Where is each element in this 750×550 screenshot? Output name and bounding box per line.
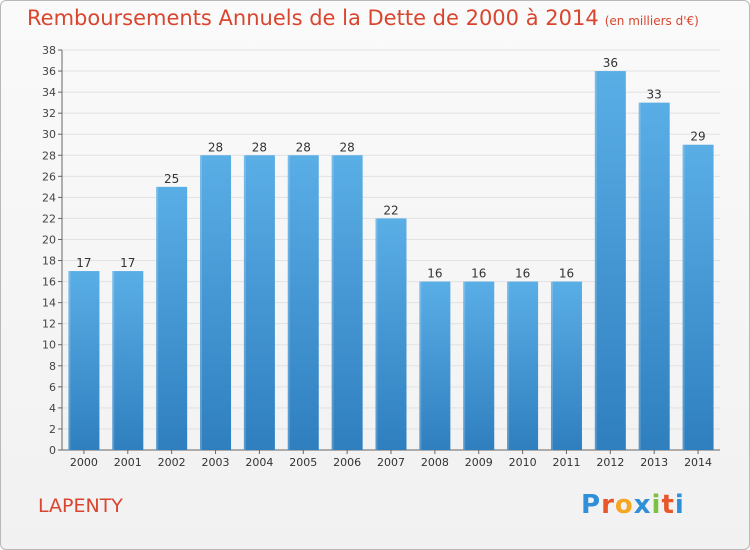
bar-value-label: 16 xyxy=(515,267,530,281)
x-tick-label: 2009 xyxy=(465,456,493,469)
bar-value-label: 28 xyxy=(296,140,311,154)
bar xyxy=(156,186,188,450)
y-tick-label: 14 xyxy=(42,297,56,310)
bar-highlight xyxy=(287,155,290,450)
bar-value-label: 28 xyxy=(252,140,267,154)
bar-highlight xyxy=(594,71,597,450)
y-tick-label: 36 xyxy=(42,65,56,78)
y-tick-label: 18 xyxy=(42,255,56,268)
bar xyxy=(463,281,495,450)
logo-letter: r xyxy=(601,490,615,520)
bar-value-label: 17 xyxy=(120,256,135,270)
x-tick-label: 2010 xyxy=(509,456,537,469)
logo-letter: t xyxy=(661,490,675,520)
x-tick-label: 2011 xyxy=(552,456,580,469)
bar xyxy=(507,281,539,450)
x-tick-label: 2003 xyxy=(202,456,230,469)
data-labels: 17 17 25 28 28 28 28 22 16 16 16 16 36 33 29 xyxy=(76,56,705,281)
bar xyxy=(550,281,582,450)
chart-subtitle: (en milliers d'€) xyxy=(604,14,699,28)
bar-value-label: 28 xyxy=(339,140,354,154)
y-tick-label: 28 xyxy=(42,149,56,162)
bar xyxy=(331,155,363,450)
bar-highlight xyxy=(112,271,115,450)
x-tick-label: 2014 xyxy=(684,456,712,469)
y-tick-label: 26 xyxy=(42,170,56,183)
x-tick-label: 2006 xyxy=(333,456,361,469)
bar-highlight xyxy=(156,186,159,450)
bar-highlight xyxy=(68,271,71,450)
y-tick-label: 24 xyxy=(42,191,56,204)
x-tick-label: 2001 xyxy=(114,456,142,469)
bar-highlight xyxy=(682,144,685,450)
x-tick-label: 2005 xyxy=(289,456,317,469)
bar-highlight xyxy=(507,281,510,450)
chart-title: Remboursements Annuels de la Dette de 20… xyxy=(27,6,699,30)
bar-highlight xyxy=(550,281,553,450)
bar-value-label: 29 xyxy=(690,130,705,144)
logo-letter: x xyxy=(633,490,652,520)
y-tick-label: 12 xyxy=(42,318,56,331)
y-tick-label: 4 xyxy=(49,402,56,415)
y-tick-label: 2 xyxy=(49,423,56,436)
logo-letter: i xyxy=(674,490,685,520)
bar xyxy=(638,102,670,450)
x-tick-label: 2004 xyxy=(245,456,273,469)
x-tick-label: 2013 xyxy=(640,456,668,469)
bar xyxy=(243,155,275,450)
commune-name: LAPENTY xyxy=(38,495,123,517)
bar xyxy=(419,281,451,450)
bar-value-label: 16 xyxy=(471,267,486,281)
bar xyxy=(112,271,144,450)
bar-value-label: 28 xyxy=(208,140,223,154)
bar-value-label: 16 xyxy=(559,267,574,281)
bar xyxy=(68,271,100,450)
bar-value-label: 36 xyxy=(603,56,618,70)
logo-letter: i xyxy=(651,490,662,520)
y-tick-label: 8 xyxy=(49,360,56,373)
bar xyxy=(682,144,714,450)
bar-highlight xyxy=(463,281,466,450)
bar-value-label: 22 xyxy=(383,203,398,217)
bar xyxy=(594,71,626,450)
bar-value-label: 17 xyxy=(76,256,91,270)
bar-highlight xyxy=(638,102,641,450)
bar-highlight xyxy=(243,155,246,450)
bar-value-label: 16 xyxy=(427,267,442,281)
x-tick-label: 2008 xyxy=(421,456,449,469)
y-tick-label: 16 xyxy=(42,276,56,289)
chart-title-text: Remboursements Annuels de la Dette de 20… xyxy=(27,6,599,30)
bar xyxy=(287,155,319,450)
y-tick-label: 34 xyxy=(42,86,56,99)
y-tick-label: 10 xyxy=(42,339,56,352)
y-tick-label: 0 xyxy=(49,444,56,457)
x-tick-label: 2012 xyxy=(596,456,624,469)
logo-letter: o xyxy=(614,490,634,520)
x-tick-label: 2000 xyxy=(70,456,98,469)
bar-value-label: 33 xyxy=(647,88,662,102)
x-tick-label: 2007 xyxy=(377,456,405,469)
y-tick-label: 30 xyxy=(42,128,56,141)
y-tick-label: 6 xyxy=(49,381,56,394)
bar-value-label: 25 xyxy=(164,172,179,186)
bar-highlight xyxy=(419,281,422,450)
y-tick-label: 32 xyxy=(42,107,56,120)
y-tick-label: 20 xyxy=(42,233,56,246)
logo-letter: P xyxy=(581,490,602,520)
bar-highlight xyxy=(331,155,334,450)
proxiti-logo: Proxiti xyxy=(581,490,685,520)
bar-highlight xyxy=(375,218,378,450)
x-tick-label: 2002 xyxy=(158,456,186,469)
bar xyxy=(200,155,232,450)
bars xyxy=(68,71,714,450)
y-tick-label: 38 xyxy=(42,44,56,57)
bar xyxy=(375,218,407,450)
y-tick-label: 22 xyxy=(42,212,56,225)
bar-highlight xyxy=(200,155,203,450)
